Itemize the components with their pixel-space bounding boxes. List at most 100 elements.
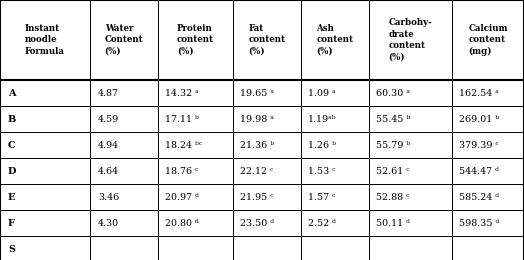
Bar	[0, 80, 90, 106]
Bar	[90, 210, 158, 236]
Bar	[158, 106, 233, 132]
Text: 2.52 ᵈ: 2.52 ᵈ	[308, 218, 336, 228]
Text: 52.61 ᶜ: 52.61 ᶜ	[376, 166, 409, 176]
Text: 60.30 ᵃ: 60.30 ᵃ	[376, 88, 410, 98]
Bar	[369, 236, 452, 260]
Bar	[0, 158, 90, 184]
Bar	[301, 0, 369, 80]
Bar	[158, 236, 233, 260]
Text: 3.46: 3.46	[98, 192, 119, 202]
Bar	[158, 80, 233, 106]
Text: 22.12 ᶜ: 22.12 ᶜ	[240, 166, 273, 176]
Text: D: D	[8, 166, 16, 176]
Bar	[158, 158, 233, 184]
Text: 1.57 ᶜ: 1.57 ᶜ	[308, 192, 335, 202]
Text: 269.01 ᵇ: 269.01 ᵇ	[459, 114, 499, 124]
Text: Fat
content
(%): Fat content (%)	[248, 24, 286, 56]
Bar	[301, 80, 369, 106]
Bar	[90, 132, 158, 158]
Text: S: S	[8, 244, 15, 254]
Text: 1.19ᵃᵇ: 1.19ᵃᵇ	[308, 114, 336, 124]
Text: 18.76 ᶜ: 18.76 ᶜ	[165, 166, 199, 176]
Text: E: E	[8, 192, 16, 202]
Bar	[0, 132, 90, 158]
Text: 4.87: 4.87	[98, 88, 119, 98]
Bar	[301, 106, 369, 132]
Bar	[90, 184, 158, 210]
Bar	[0, 106, 90, 132]
Bar	[452, 106, 524, 132]
Text: Calcium
content
(mg): Calcium content (mg)	[468, 24, 508, 56]
Text: Ash
content
(%): Ash content (%)	[316, 24, 354, 56]
Text: 1.26 ᵇ: 1.26 ᵇ	[308, 140, 336, 150]
Text: 18.24 ᵇᶜ: 18.24 ᵇᶜ	[165, 140, 202, 150]
Text: 21.36 ᵇ: 21.36 ᵇ	[240, 140, 274, 150]
Bar	[369, 132, 452, 158]
Bar	[301, 132, 369, 158]
Bar	[90, 80, 158, 106]
Bar	[90, 0, 158, 80]
Text: Carbohy-
drate
content
(%): Carbohy- drate content (%)	[389, 18, 432, 62]
Bar	[233, 132, 301, 158]
Bar	[452, 0, 524, 80]
Text: 55.45 ᵇ: 55.45 ᵇ	[376, 114, 410, 124]
Text: 23.50 ᵈ: 23.50 ᵈ	[240, 218, 274, 228]
Bar	[158, 210, 233, 236]
Bar	[0, 210, 90, 236]
Bar	[0, 184, 90, 210]
Bar	[158, 184, 233, 210]
Text: 4.64: 4.64	[98, 166, 119, 176]
Text: 21.95 ᶜ: 21.95 ᶜ	[240, 192, 274, 202]
Text: 379.39 ᶜ: 379.39 ᶜ	[459, 140, 499, 150]
Bar	[158, 132, 233, 158]
Text: Instant
noodle
Formula: Instant noodle Formula	[25, 24, 65, 56]
Bar	[369, 106, 452, 132]
Text: 4.30: 4.30	[98, 218, 119, 228]
Bar	[233, 236, 301, 260]
Bar	[369, 184, 452, 210]
Text: A: A	[8, 88, 16, 98]
Text: 4.59: 4.59	[98, 114, 119, 124]
Bar	[369, 80, 452, 106]
Bar	[90, 158, 158, 184]
Text: 598.35 ᵈ: 598.35 ᵈ	[459, 218, 499, 228]
Bar	[233, 80, 301, 106]
Text: 1.09 ᵃ: 1.09 ᵃ	[308, 88, 336, 98]
Text: 544.47 ᵈ: 544.47 ᵈ	[459, 166, 499, 176]
Bar	[0, 0, 90, 80]
Bar	[301, 184, 369, 210]
Bar	[301, 236, 369, 260]
Text: 17.11 ᵇ: 17.11 ᵇ	[165, 114, 199, 124]
Bar	[452, 80, 524, 106]
Text: Protein
content
(%): Protein content (%)	[177, 24, 214, 56]
Text: 55.79 ᵇ: 55.79 ᵇ	[376, 140, 410, 150]
Text: F: F	[8, 218, 15, 228]
Bar	[301, 210, 369, 236]
Bar	[233, 158, 301, 184]
Bar	[452, 158, 524, 184]
Bar	[0, 236, 90, 260]
Text: B: B	[8, 114, 16, 124]
Bar	[158, 0, 233, 80]
Bar	[233, 210, 301, 236]
Bar	[90, 106, 158, 132]
Text: 14.32 ᵃ: 14.32 ᵃ	[165, 88, 199, 98]
Bar	[90, 236, 158, 260]
Bar	[233, 0, 301, 80]
Text: Water
Content
(%): Water Content (%)	[105, 24, 143, 56]
Bar	[452, 210, 524, 236]
Text: 50.11 ᵈ: 50.11 ᵈ	[376, 218, 410, 228]
Text: 52.88 ᶜ: 52.88 ᶜ	[376, 192, 409, 202]
Text: 19.98 ᵃ: 19.98 ᵃ	[240, 114, 274, 124]
Text: 20.80 ᵈ: 20.80 ᵈ	[165, 218, 199, 228]
Bar	[369, 158, 452, 184]
Bar	[369, 210, 452, 236]
Bar	[233, 106, 301, 132]
Text: 19.65 ᵃ: 19.65 ᵃ	[240, 88, 274, 98]
Bar	[369, 0, 452, 80]
Bar	[301, 158, 369, 184]
Text: 585.24 ᵈ: 585.24 ᵈ	[459, 192, 499, 202]
Bar	[452, 132, 524, 158]
Bar	[233, 184, 301, 210]
Text: 1.53 ᶜ: 1.53 ᶜ	[308, 166, 335, 176]
